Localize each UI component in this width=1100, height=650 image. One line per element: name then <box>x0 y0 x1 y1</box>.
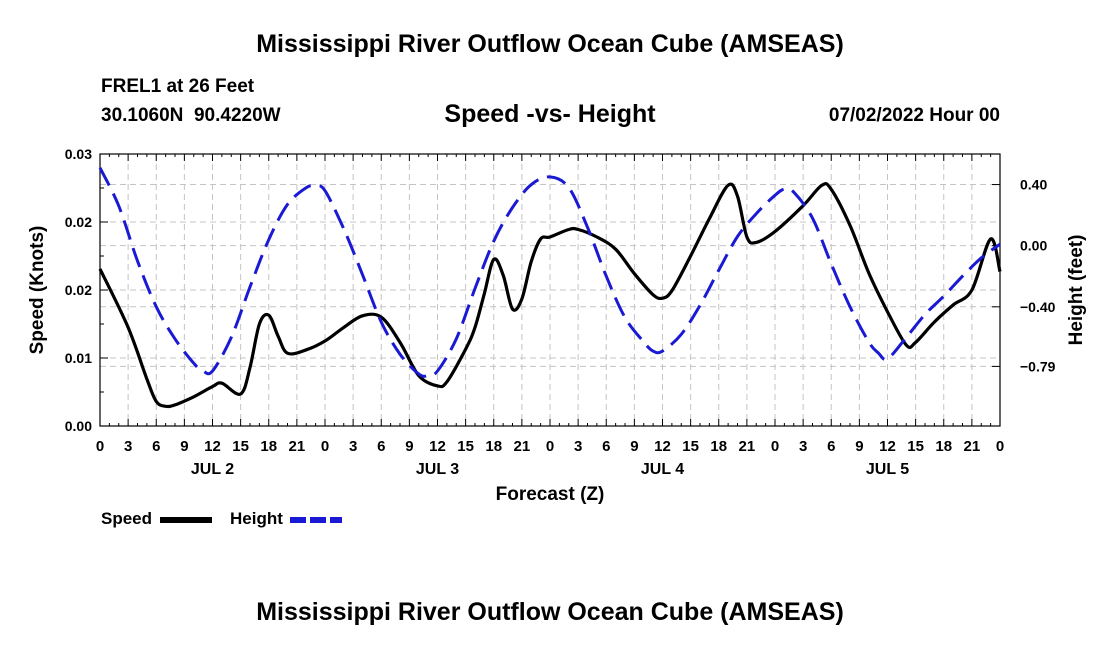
x-tick-label: 3 <box>349 438 357 455</box>
x-tick-label: 12 <box>429 438 446 455</box>
x-tick-label: 18 <box>485 438 502 455</box>
x-tick-label: 6 <box>152 438 160 455</box>
x-tick-label: 9 <box>855 438 863 455</box>
legend-speed-swatch <box>160 517 212 523</box>
x-tick-label: 6 <box>827 438 835 455</box>
x-tick-label: 0 <box>771 438 779 455</box>
coordinates-label: 30.1060N 90.4220W <box>101 105 281 126</box>
left-tick-label: 0.02 <box>65 282 92 298</box>
x-tick-label: 9 <box>405 438 413 455</box>
right-tick-label: 0.40 <box>1020 177 1047 193</box>
x-tick-label: 21 <box>739 438 756 455</box>
left-tick-label: 0.03 <box>65 146 92 162</box>
x-tick-label: 12 <box>654 438 671 455</box>
day-label: JUL 5 <box>866 461 909 478</box>
x-tick-label: 15 <box>682 438 699 455</box>
x-tick-label: 21 <box>289 438 306 455</box>
x-tick-label: 18 <box>935 438 952 455</box>
x-tick-label: 21 <box>964 438 981 455</box>
right-tick-label: −0.40 <box>1020 299 1056 315</box>
x-tick-label: 0 <box>96 438 104 455</box>
x-tick-label: 18 <box>260 438 277 455</box>
left-tick-label: 0.02 <box>65 214 92 230</box>
legend-height-swatch <box>290 517 342 523</box>
x-tick-label: 9 <box>180 438 188 455</box>
legend-speed-label: Speed <box>101 509 153 528</box>
x-tick-label: 6 <box>602 438 610 455</box>
footer-title: Mississippi River Outflow Ocean Cube (AM… <box>256 598 844 626</box>
tick-labels: 0 3 6 9 12 15 18 21 0 3 6 9 12 15 18 21 0 3 6 9 12 15 18 21 0 3 6 9… <box>65 146 1056 478</box>
x-tick-label: 18 <box>710 438 727 455</box>
series-speed-line <box>98 182 1002 409</box>
grid-lines <box>100 154 1000 426</box>
series-height-line <box>98 167 1001 378</box>
day-label: JUL 3 <box>416 461 459 478</box>
x-tick-label: 0 <box>321 438 329 455</box>
x-tick-label: 15 <box>232 438 249 455</box>
x-tick-label: 21 <box>514 438 531 455</box>
x-tick-label: 0 <box>996 438 1004 455</box>
chart-title: Mississippi River Outflow Ocean Cube (AM… <box>256 30 844 58</box>
right-tick-label: 0.00 <box>1020 238 1047 254</box>
day-label: JUL 4 <box>641 461 684 478</box>
left-tick-label: 0.00 <box>65 418 92 434</box>
series-lines <box>98 167 1002 409</box>
x-tick-label: 6 <box>377 438 385 455</box>
x-tick-label: 9 <box>630 438 638 455</box>
x-tick-label: 3 <box>799 438 807 455</box>
right-axis-label: Height (feet) <box>1066 235 1087 346</box>
x-tick-label: 12 <box>204 438 221 455</box>
x-tick-label: 15 <box>457 438 474 455</box>
left-tick-label: 0.01 <box>65 350 92 366</box>
plot-frame <box>99 153 1001 427</box>
legend-height-label: Height <box>230 509 283 528</box>
day-label: JUL 2 <box>191 461 234 478</box>
x-tick-label: 15 <box>907 438 924 455</box>
x-axis-label: Forecast (Z) <box>496 484 605 505</box>
x-tick-label: 12 <box>879 438 896 455</box>
right-tick-label: −0.79 <box>1020 358 1056 374</box>
x-tick-label: 3 <box>124 438 132 455</box>
chart-subtitle: Speed -vs- Height <box>444 100 656 128</box>
x-tick-label: 3 <box>574 438 582 455</box>
station-label: FREL1 at 26 Feet <box>101 76 255 97</box>
x-tick-label: 0 <box>546 438 554 455</box>
forecast-datetime: 07/02/2022 Hour 00 <box>828 105 1000 126</box>
left-axis-label: Speed (Knots) <box>27 226 48 355</box>
